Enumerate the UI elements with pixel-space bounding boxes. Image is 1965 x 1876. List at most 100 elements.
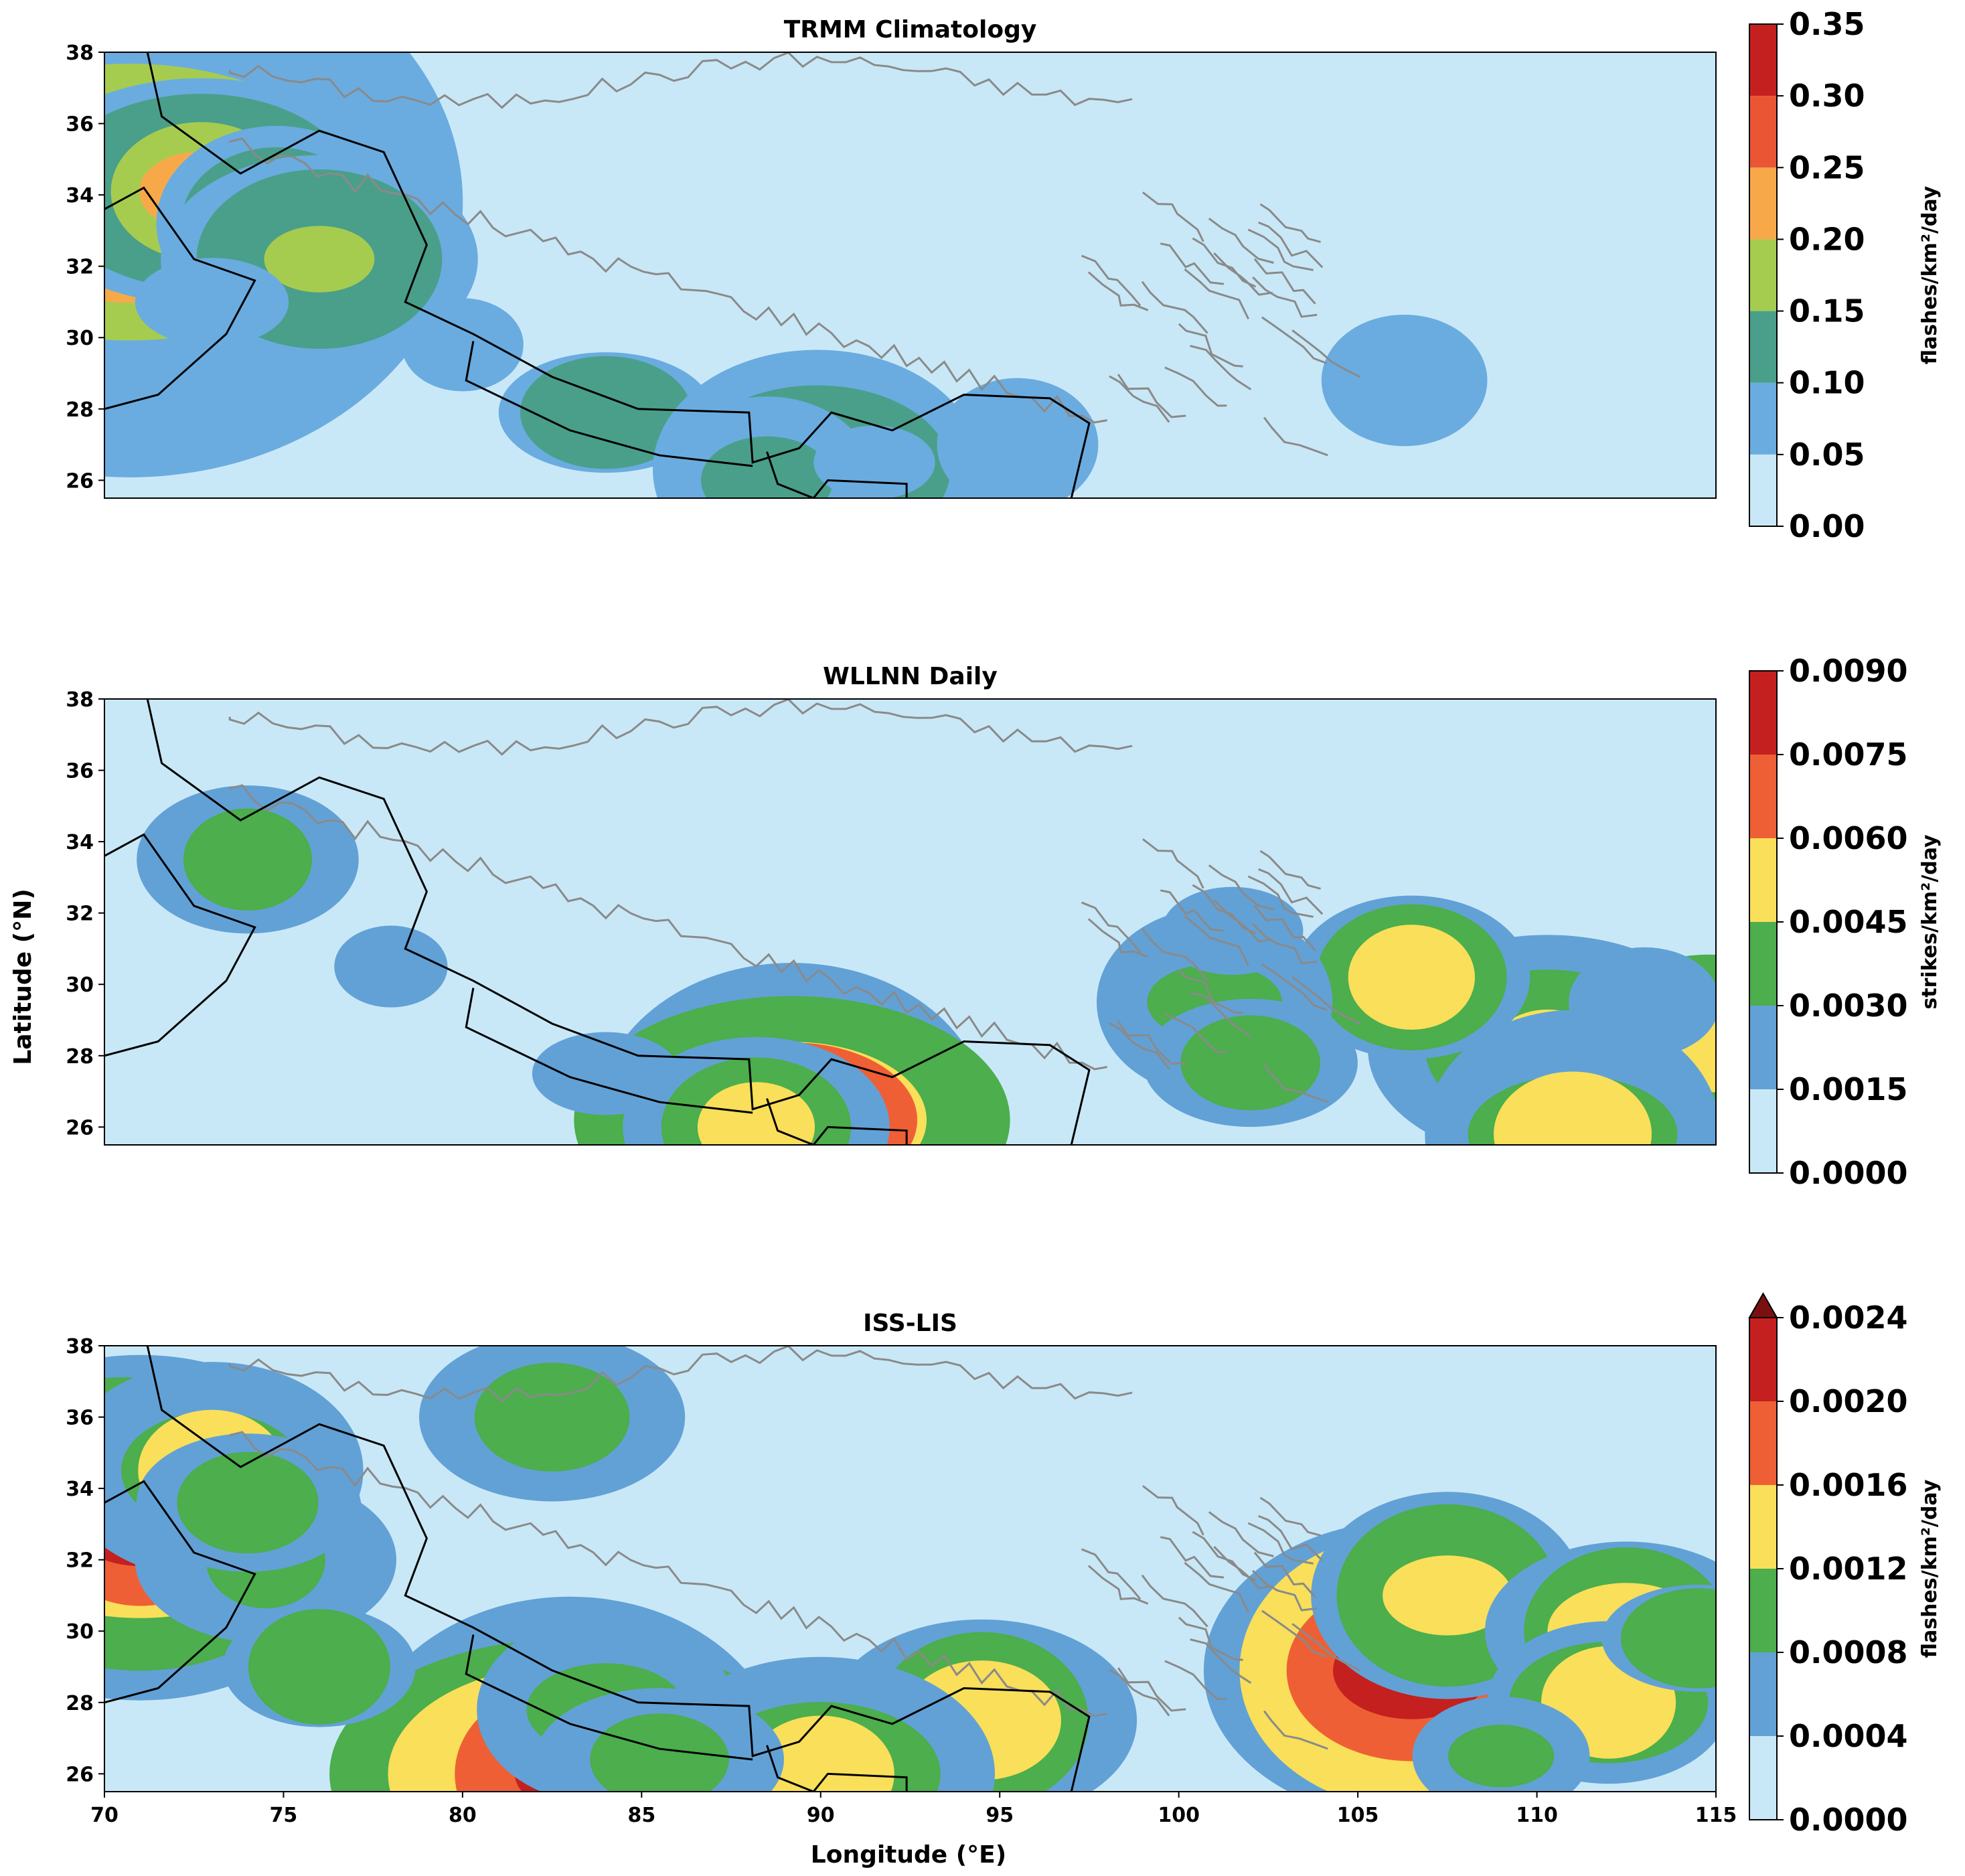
ridge-line <box>1109 1668 1170 1717</box>
colorbar-label: flashes/km²/day <box>1918 1479 1942 1658</box>
hotspot <box>937 378 1099 498</box>
border-line <box>146 699 1091 1145</box>
ridge-line <box>1178 323 1243 368</box>
y-tick-label: 32 <box>66 256 94 279</box>
ridge-line <box>1142 838 1204 889</box>
y-tick-label: 32 <box>66 1549 94 1573</box>
ridge-line <box>1117 1667 1186 1712</box>
ridge-line <box>1247 1522 1314 1565</box>
level-1-region <box>334 925 448 1008</box>
level-2-region <box>701 436 834 498</box>
y-tick-label: 28 <box>66 398 94 422</box>
colorbar-tick-label: 0.00 <box>1789 508 1865 544</box>
colorbar-segment <box>1749 96 1777 168</box>
colorbar-segment <box>1749 167 1777 240</box>
ridge-line <box>1087 1565 1149 1605</box>
ridge-line <box>1178 969 1243 1014</box>
ridge-line <box>1263 1063 1328 1103</box>
plot-frame <box>104 1345 1717 1792</box>
hotspot <box>1412 1697 1590 1792</box>
contour-field <box>104 1346 1716 1792</box>
level-3-region <box>697 1082 815 1145</box>
hotspot <box>401 298 524 392</box>
plot-frame <box>104 52 1717 499</box>
hotspot <box>1601 1584 1716 1692</box>
plateau-contour-lines <box>228 699 1361 1103</box>
y-tick-label: 26 <box>66 1116 94 1140</box>
ridge-line <box>1208 864 1274 911</box>
hotspot <box>532 1032 680 1115</box>
hotspot <box>135 258 289 346</box>
hotspot <box>334 925 448 1008</box>
level-2-region <box>1447 1724 1555 1788</box>
colorbar-tick-label: 0.0020 <box>1789 1383 1908 1419</box>
ridge-line <box>1081 901 1142 953</box>
colorbar-tick-label: 0.0045 <box>1789 904 1908 940</box>
x-axis-label: Longitude (°E) <box>811 1841 1006 1869</box>
plateau-north-edge <box>228 52 1133 109</box>
hotspot <box>419 1346 686 1502</box>
ridge-line <box>1213 252 1273 296</box>
ridge-line <box>1261 1610 1328 1658</box>
colorbar-tick-label: 0.0004 <box>1789 1718 1908 1754</box>
ridge-line <box>1252 1569 1318 1612</box>
colorbar: 0.0000 0.0004 0.0008 0.0012 0.0016 0.0020 0.00… <box>1748 1292 1942 1838</box>
y-tick-label: 26 <box>66 1763 94 1786</box>
colorbar-tick-label: 0.0012 <box>1789 1551 1908 1587</box>
ridge-line <box>1141 281 1208 334</box>
border-line <box>146 1346 1091 1792</box>
ridge-line <box>1184 915 1250 967</box>
level-2-region <box>248 1609 390 1725</box>
ridge-line <box>1213 898 1273 943</box>
ridge-line <box>1263 416 1328 457</box>
ridge-line <box>1258 1514 1324 1562</box>
colorbar: 0.00 0.05 0.10 0.15 0.20 0.25 0.30 0.35 flashes/… <box>1749 6 1942 544</box>
colorbar-tick-label: 0.25 <box>1789 149 1865 185</box>
colorbar-segment <box>1749 454 1777 526</box>
y-tick-label: 26 <box>66 469 94 493</box>
border-line <box>766 1098 908 1145</box>
plot-frame <box>104 698 1717 1146</box>
hotspot <box>1321 314 1488 447</box>
level-2-region <box>1180 1015 1320 1111</box>
colorbar-segment <box>1749 1736 1777 1820</box>
ridge-line <box>1117 374 1186 418</box>
ridge-line <box>1141 1574 1208 1628</box>
level-3-region <box>1348 925 1475 1030</box>
y-tick-label: 34 <box>66 184 94 208</box>
level-1-region <box>813 425 935 498</box>
y-tick-label: 36 <box>66 1407 94 1430</box>
ridge-line <box>1213 1545 1273 1589</box>
x-tick-label: 75 <box>270 1804 298 1827</box>
colorbar-tick-label: 0.0000 <box>1789 1802 1908 1838</box>
ridge-line <box>1259 203 1321 243</box>
panel-title: WLLNN Daily <box>823 663 998 690</box>
colorbar-tick-label: 0.0024 <box>1789 1300 1908 1336</box>
ridge-line <box>1247 875 1314 918</box>
ridge-line <box>1184 1561 1250 1614</box>
colorbar-segment <box>1749 1569 1777 1652</box>
ridge-line <box>1253 905 1316 951</box>
colorbar-segment <box>1749 755 1777 838</box>
hotspot <box>1293 895 1530 1059</box>
hotspot <box>1569 947 1716 1057</box>
colorbar-tick-label: 0.0060 <box>1789 820 1908 856</box>
colorbar-tick-label: 0.05 <box>1789 437 1865 473</box>
hotspot <box>535 1688 784 1792</box>
ridge-line <box>1141 927 1208 981</box>
x-tick-label: 100 <box>1158 1804 1200 1827</box>
contour-field <box>104 699 1716 1145</box>
x-tick-label: 105 <box>1337 1804 1379 1827</box>
y-tick-label: 38 <box>66 688 94 712</box>
colorbar-tick-label: 0.30 <box>1789 78 1865 114</box>
border-line <box>104 186 256 410</box>
hotspot <box>137 785 359 934</box>
y-tick-label: 28 <box>66 1692 94 1715</box>
plateau-contour-lines <box>228 1346 1361 1750</box>
colorbar-tick-label: 0.0030 <box>1789 988 1908 1024</box>
y-axis: 38 36 34 32 30 28 26 <box>66 1335 104 1786</box>
level-2-region <box>1621 1588 1716 1689</box>
y-tick-label: 34 <box>66 831 94 854</box>
colorbar-tick-label: 0.0015 <box>1789 1071 1908 1107</box>
ridge-line <box>1081 1548 1142 1600</box>
